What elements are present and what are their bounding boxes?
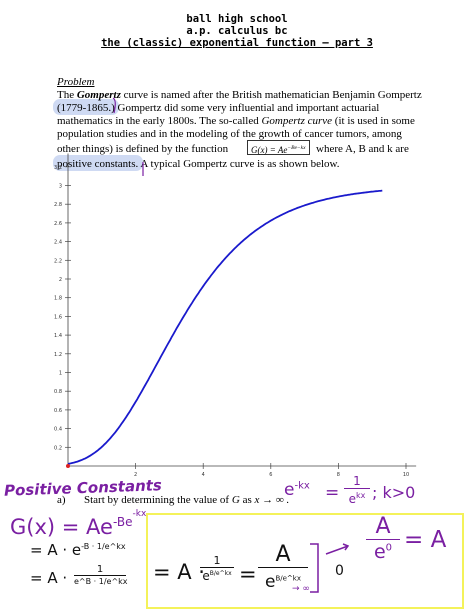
arrowhead xyxy=(342,543,350,551)
problem-line-2: (1779-1865.) Gompertz did some very infl… xyxy=(57,102,380,114)
problem-line-5: other things) is defined by the function xyxy=(57,143,229,155)
bracket-arrow xyxy=(310,543,350,593)
arrow-to-zero: 0 xyxy=(335,563,344,579)
x-tick-label: 8 xyxy=(337,472,340,478)
part-a-label: a) xyxy=(57,494,66,506)
step-2: = A · xyxy=(30,569,68,587)
part-a-question: Start by determining the value of G as x… xyxy=(84,494,290,506)
annotation-strokes xyxy=(112,97,144,176)
arrow-shaft xyxy=(325,545,349,555)
result-den: e0 xyxy=(373,541,393,563)
y-tick-label: 0.8 xyxy=(54,389,62,395)
x-tick-label: 4 xyxy=(202,472,205,478)
result-value: = A xyxy=(404,527,447,553)
worksheet-title: the (classic) exponential function – par… xyxy=(101,37,373,49)
problem-line-6: positive constants. A typical Gompertz c… xyxy=(57,158,340,170)
gompertz-curve xyxy=(67,189,383,465)
problem-line-5-end: where A, B and k are xyxy=(316,143,409,155)
y-tick-label: 0.6 xyxy=(54,408,62,414)
x-tick-label: 2 xyxy=(134,472,137,478)
x-tick-labels: 2 4 6 8 10 xyxy=(134,463,409,478)
y-tick-label: 2.4 xyxy=(54,240,62,246)
y-tick-label: 1.8 xyxy=(54,296,62,302)
problem-line-1: The Gompertz curve is named after the Br… xyxy=(57,89,422,101)
highlight-years xyxy=(53,99,119,115)
bracket-shape xyxy=(310,543,319,593)
y-tick-label: 0.2 xyxy=(54,445,62,451)
y-tick-label: 2 xyxy=(59,277,62,283)
box-step-1-num: 1 xyxy=(200,554,234,568)
box-step-1: = A · xyxy=(153,560,205,584)
g-definition: G(x) = Ae-Be-kx xyxy=(10,509,147,539)
step-2-num: 1 xyxy=(74,564,126,576)
box-step-2-eq: = xyxy=(239,562,257,586)
y-tick-label: 2.2 xyxy=(54,258,62,264)
box-step-2-den: eB/e^kx xyxy=(265,572,301,592)
y-tick-label: 3 xyxy=(59,184,62,190)
step-2-den: e^B · 1/e^kx xyxy=(74,577,128,586)
y-tick-label: 1 xyxy=(59,371,62,377)
y-tick-label: 3.2 xyxy=(54,165,62,171)
hint-eq: = xyxy=(325,483,340,503)
y-tick-label: 1.6 xyxy=(54,314,62,320)
y-tick-label: 2.8 xyxy=(54,202,62,208)
yellow-result-box xyxy=(146,513,464,609)
box-step-2-num: A xyxy=(258,542,308,568)
problem-heading: Problem xyxy=(57,76,95,88)
origin-marker xyxy=(66,464,70,468)
course-name: a.p. calculus bc xyxy=(186,25,288,37)
school-name: ball high school xyxy=(186,13,288,25)
y-tick-label: 0.4 xyxy=(54,427,62,433)
y-tick-label: 2.6 xyxy=(54,221,62,227)
problem-line-3: mathematics in the early 1800s. The so-c… xyxy=(57,115,415,127)
hint-num: 1 xyxy=(344,474,370,489)
y-tick-labels: 0.2 0.4 0.6 0.8 1 1.2 1.4 1.6 1.8 2 2.2 2.4 2.6 2.8 3 3… xyxy=(54,165,71,451)
problem-line-4: population studies and in the modeling o… xyxy=(57,128,402,140)
hint-lhs: e-kx xyxy=(284,480,310,500)
chart-axes xyxy=(67,153,417,467)
arrow-to-infinity: → ∞ xyxy=(292,584,310,594)
y-tick-label: 1.4 xyxy=(54,333,62,339)
highlight-positive-constants xyxy=(53,155,143,171)
result-num: A xyxy=(366,514,400,540)
box-step-1-den: eB/e^kx xyxy=(202,569,232,583)
step-1: = A · e-B · 1/e^kx xyxy=(30,541,126,559)
x-tick-label: 10 xyxy=(403,472,409,478)
x-tick-label: 6 xyxy=(269,472,272,478)
bracket-stroke xyxy=(112,97,116,114)
hint-condition: ; k>0 xyxy=(372,483,416,502)
gompertz-formula: G(x) = Ae−Be−kx xyxy=(247,140,310,155)
y-tick-label: 1.2 xyxy=(54,352,62,358)
gompertz-chart: 0.2 0.4 0.6 0.8 1 1.2 1.4 1.6 1.8 2 2.2 2.4 2.6 2.8 3 3… xyxy=(54,153,417,478)
hint-den: ekx xyxy=(348,491,366,506)
